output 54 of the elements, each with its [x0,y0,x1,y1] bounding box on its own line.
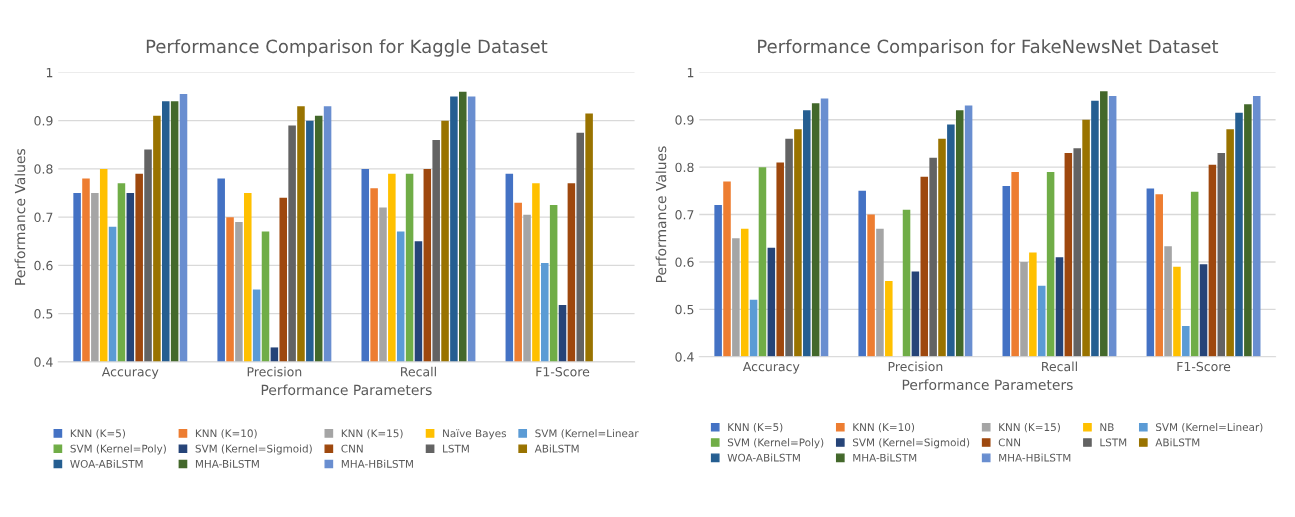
y-tick-label: 0.6 [675,257,694,267]
legend-label: CNN [341,444,363,453]
x-axis-title: Performance Parameters [902,379,1073,390]
x-tick-label: Accuracy [742,361,800,374]
legend-label: KNN (K=10) [853,422,915,433]
y-tick-label: 0.7 [34,212,53,223]
legend-label: SVM (Kernel=Linear [535,429,639,439]
legend-label: KNN (K=15) [999,422,1060,433]
legend-label: SVM (Kernel=Sigmoid) [195,444,312,455]
y-axis-title: Performance Values [655,146,667,283]
legend-label: KNN (K=5) [728,422,783,433]
y-tick-label: 0.5 [34,309,53,319]
legend-label: SVM (Kernel=Poly) [727,438,824,449]
legend-label: SVM (Kernel=Linear) [1155,422,1263,433]
legend-label: Naïve Bayes [443,429,507,440]
legend-label: ABiLSTM [534,444,579,453]
y-tick-label: 1 [46,68,53,78]
y-tick-label: 0.7 [675,210,694,220]
legend-label: MHA-BiLSTM [853,453,917,462]
y-axis-title: Performance Values [14,148,26,285]
chart-title: Performance Comparison for FakeNewsNet Dataset [758,39,1219,57]
x-tick-label: Precision [247,366,302,377]
x-tick-label: Precision [888,361,943,372]
legend-label: CNN [998,438,1021,447]
y-tick-label: 0.8 [34,164,53,174]
legend-label: NB [1100,423,1114,431]
y-tick-label: 0.4 [34,357,53,367]
x-axis-title: Performance Parameters [261,384,432,396]
legend-label: LSTM [1100,438,1127,447]
x-tick-label: Recall [1042,361,1077,372]
chart-title: Performance Comparison for Kaggle Dataset [146,39,548,57]
y-tick-label: 0.8 [675,162,694,173]
legend-label: ABiLSTM [1155,438,1200,447]
legend-label: KNN (K=10) [195,429,257,439]
legend-label: WOA-ABiLSTM [727,453,800,462]
legend-label: SVM (Kernel=Poly) [70,444,166,455]
legend-label: LSTM [443,444,469,453]
legend-label: MHA-HBiLSTM [999,453,1071,462]
legend-label: WOA-ABiLSTM [70,459,143,468]
legend-label: KNN (K=5) [70,429,125,439]
x-tick-label: F1-Score [536,366,590,377]
y-tick-label: 0.6 [34,260,53,271]
y-tick-label: 1 [687,68,694,78]
x-tick-label: Recall [401,366,436,377]
x-tick-label: Accuracy [101,367,159,379]
y-tick-label: 0.5 [675,304,694,315]
y-tick-label: 0.4 [675,352,694,362]
y-tick-label: 0.9 [675,115,694,125]
y-tick-label: 0.9 [34,116,53,126]
x-tick-label: F1-Score [1177,361,1231,372]
legend-label: MHA-BiLSTM [195,459,259,468]
legend-label: SVM (Kernel=Sigmoid) [852,438,970,449]
legend-label: MHA-HBiLSTM [341,459,413,468]
legend-label: KNN (K=15) [341,429,403,439]
